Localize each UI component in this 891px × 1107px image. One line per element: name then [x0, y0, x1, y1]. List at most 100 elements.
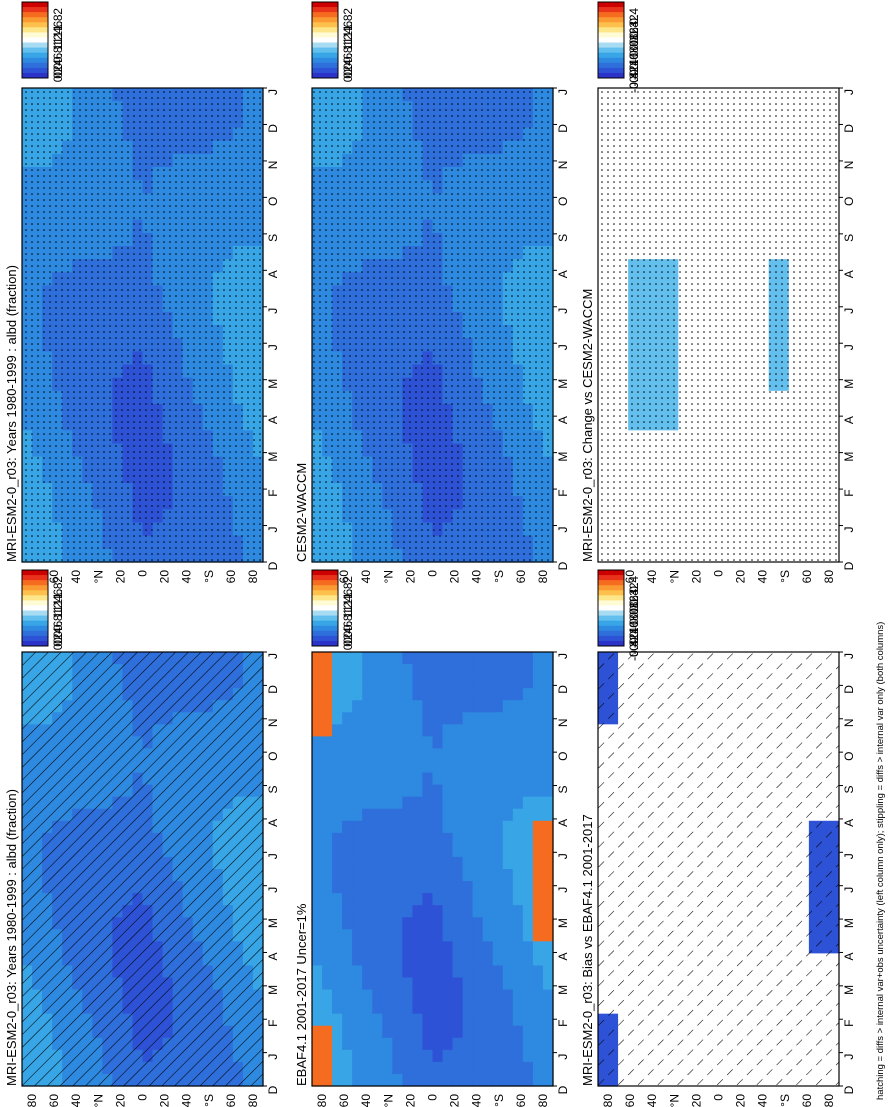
heatmap-cell — [322, 989, 333, 1003]
heatmap-cell — [452, 869, 464, 882]
heatmap-cell — [412, 1037, 424, 1051]
heatmap-cell — [312, 844, 323, 858]
heatmap-cell — [412, 676, 424, 689]
heatmap-cell — [492, 1049, 504, 1063]
heatmap-cell — [472, 989, 484, 1003]
heatmap-cell — [332, 965, 343, 979]
month-tick-label: M — [842, 985, 856, 995]
heatmap-cell — [542, 748, 554, 762]
heatmap-cell — [542, 700, 554, 713]
heatmap-cell — [532, 881, 544, 894]
month-tick-label: D — [266, 124, 280, 133]
heatmap-cell — [502, 664, 514, 677]
heatmap-cell — [522, 700, 534, 713]
heatmap-cell — [312, 1073, 323, 1087]
month-tick-label: F — [842, 1020, 856, 1027]
heatmap-cell — [352, 712, 363, 725]
heatmap-cell — [532, 736, 544, 750]
month-tick-label: J — [266, 344, 280, 350]
heatmap-cell — [382, 652, 393, 665]
heatmap-cell — [352, 1001, 363, 1015]
heatmap-cell — [402, 724, 414, 737]
heatmap-cell — [482, 881, 494, 894]
heatmap-cell — [382, 1049, 393, 1063]
heatmap-cell — [452, 844, 464, 858]
heatmap-cell — [452, 664, 464, 677]
heatmap-cell — [372, 905, 383, 918]
heatmap-cell — [512, 989, 524, 1003]
heatmap-cell — [432, 832, 444, 846]
lat-tick-label: 60 — [800, 1094, 814, 1107]
heatmap-cell — [382, 700, 393, 713]
heatmap-cell — [352, 796, 363, 810]
heatmap-cell — [412, 832, 424, 846]
heatmap-cell — [522, 917, 534, 930]
heatmap-cell — [532, 700, 544, 713]
heatmap-cell — [462, 1073, 474, 1087]
lat-tick-label: 60 — [514, 570, 528, 584]
heatmap-cell — [372, 700, 383, 713]
lat-tick-label: 20 — [113, 1094, 127, 1107]
heatmap-cell — [352, 724, 363, 737]
heatmap-cell — [482, 832, 494, 846]
heatmap-cell — [462, 808, 474, 822]
heatmap-cell — [492, 1025, 504, 1039]
heatmap-cell — [472, 772, 484, 786]
month-tick-label: S — [556, 786, 570, 794]
heatmap-cell — [452, 989, 464, 1003]
heatmap-cell — [322, 905, 333, 918]
heatmap-cell — [362, 832, 373, 846]
heatmap-cell — [442, 1049, 454, 1063]
heatmap-cell — [492, 905, 504, 918]
heatmap-cell — [532, 929, 544, 942]
month-tick-label: J — [556, 653, 570, 659]
month-tick-label: A — [842, 952, 856, 960]
heatmap-cell — [542, 917, 554, 930]
heatmap-cell — [492, 676, 504, 689]
heatmap-cell — [532, 796, 544, 810]
heatmap-cell — [402, 1025, 414, 1039]
heatmap-cell — [472, 977, 484, 991]
heatmap-cell — [462, 965, 474, 979]
panel-1: 806040°N2002040°S6080DJFMAMJJASONDJMRI-E… — [4, 87, 280, 583]
heatmap-cell — [332, 1037, 343, 1051]
heatmap-cell — [502, 953, 514, 967]
heatmap-cell — [352, 1025, 363, 1039]
heatmap-cell — [352, 700, 363, 713]
heatmap-cell — [512, 664, 524, 677]
heatmap-cell — [422, 953, 434, 967]
heatmap-cell — [332, 1073, 343, 1087]
heatmap-cell — [382, 844, 393, 858]
heatmap-cell — [322, 917, 333, 930]
heatmap-cell — [422, 700, 434, 713]
heatmap-cell — [342, 724, 353, 737]
heatmap-cell — [412, 1001, 424, 1015]
heatmap-cell — [342, 953, 353, 967]
heatmap-cell — [522, 712, 534, 725]
heatmap-cell — [502, 856, 514, 870]
month-tick-label: F — [266, 1020, 280, 1027]
heatmap-cell — [422, 724, 434, 737]
heatmap-cell — [322, 977, 333, 991]
heatmap-cell — [432, 712, 444, 725]
heatmap-cell — [482, 893, 494, 906]
heatmap-cell — [342, 917, 353, 930]
heatmap-cell — [502, 1013, 514, 1027]
heatmap-cell — [402, 929, 414, 942]
heatmap-cell — [522, 808, 534, 822]
heatmap-cell — [372, 881, 383, 894]
heatmap-cell — [432, 808, 444, 822]
heatmap-cell — [342, 760, 353, 774]
heatmap-cell — [422, 1025, 434, 1039]
heatmap-cell — [312, 760, 323, 774]
heatmap-cell — [502, 832, 514, 846]
heatmap-cell — [332, 724, 343, 737]
heatmap-cell — [492, 772, 504, 786]
heatmap-cell — [482, 905, 494, 918]
heatmap-cell — [372, 772, 383, 786]
lat-tick-label: 40 — [470, 1094, 484, 1107]
month-tick-label: A — [266, 819, 280, 827]
heatmap-cell — [372, 664, 383, 677]
heatmap-cell — [472, 1001, 484, 1015]
